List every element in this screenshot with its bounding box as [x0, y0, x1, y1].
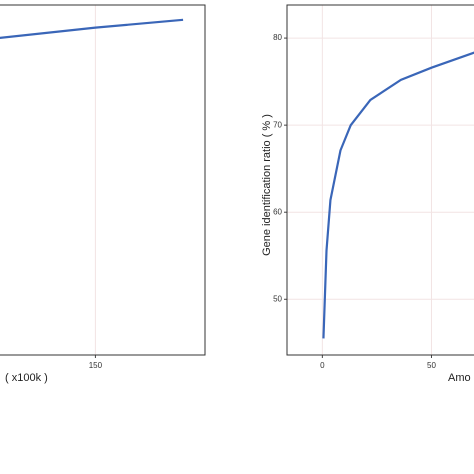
y-tick-label: 60 — [273, 207, 282, 216]
plot-frame — [0, 4, 206, 356]
panel: 150 ( x100k ) — [0, 4, 206, 384]
y-tick-label: 70 — [273, 120, 282, 129]
x-tick-label: 150 — [89, 361, 103, 370]
x-axis-label: ( x100k ) — [5, 372, 48, 384]
x-tick-label: 0 — [320, 361, 325, 370]
y-tick-label: 50 — [273, 294, 282, 303]
y-axis-label: Gene identification ratio ( % ) — [261, 114, 273, 256]
y-tick-label: 80 — [273, 33, 282, 42]
data-line — [0, 18, 184, 39]
x-axis-label: Amo — [448, 372, 471, 384]
panel: 0 50 50 60 70 80 Amo Gene identification ratio … — [261, 4, 474, 384]
data-line — [322, 51, 474, 339]
x-tick-label: 50 — [427, 361, 436, 370]
plot-frame — [286, 4, 474, 356]
